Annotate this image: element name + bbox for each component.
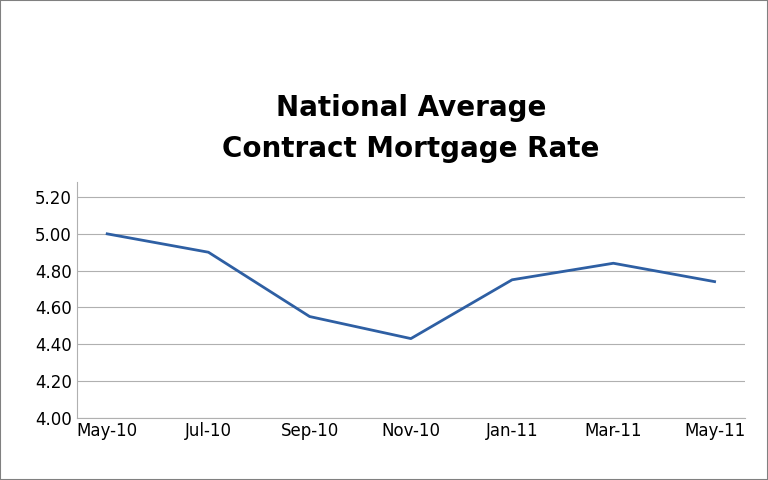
- Title: National Average
Contract Mortgage Rate: National Average Contract Mortgage Rate: [222, 94, 600, 163]
